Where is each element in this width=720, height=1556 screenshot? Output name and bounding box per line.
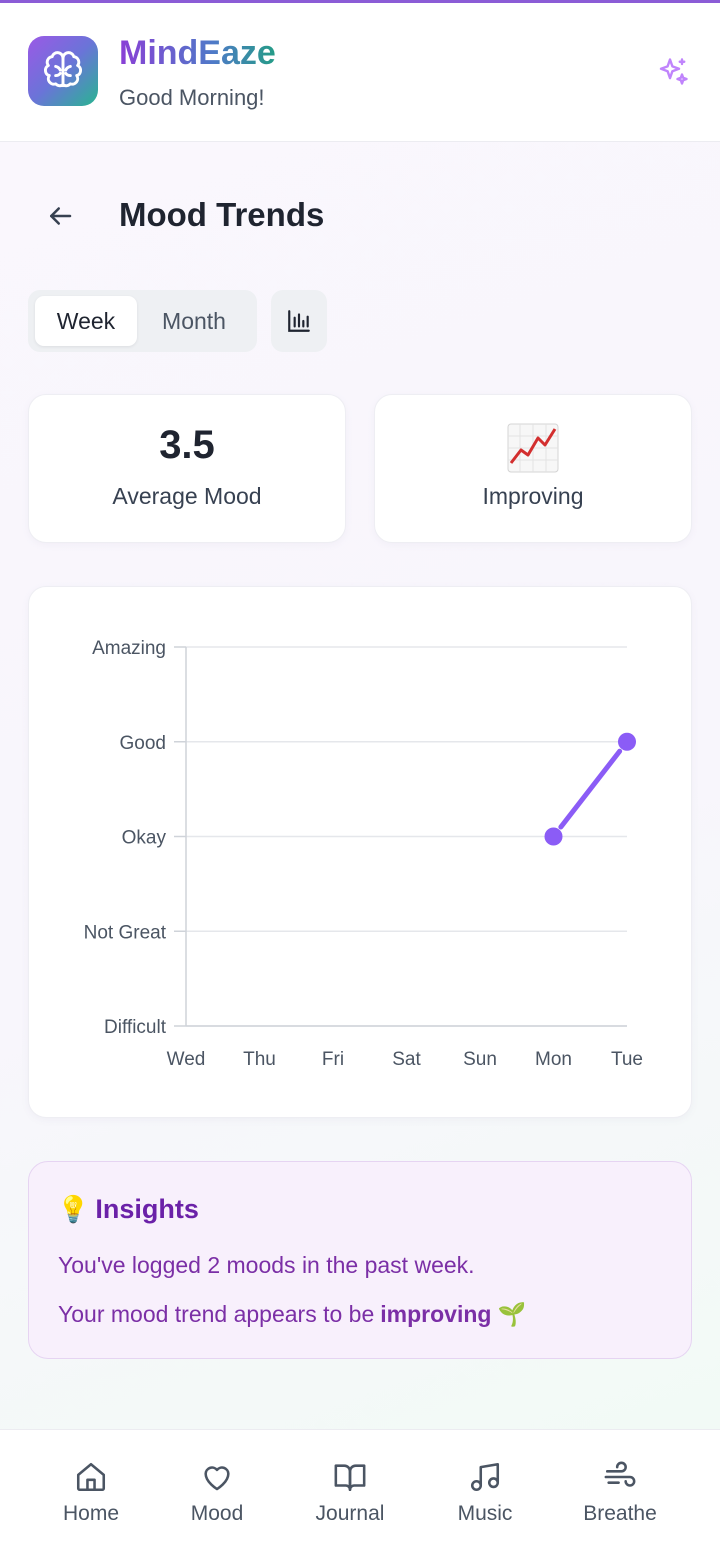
trend-card: Improving: [374, 394, 692, 543]
y-tick-label: Amazing: [92, 638, 166, 659]
nav-home[interactable]: Home: [26, 1430, 156, 1556]
y-tick-label: Not Great: [84, 922, 167, 943]
y-tick-label: Okay: [122, 828, 167, 849]
sparkles-icon: [659, 58, 688, 85]
nav-music[interactable]: Music: [420, 1430, 550, 1556]
nav-breathe[interactable]: Breathe: [555, 1430, 685, 1556]
insight-log-count: You've logged 2 moods in the past week.: [58, 1252, 475, 1278]
book-icon: [334, 1464, 366, 1492]
nav-home-label: Home: [62, 1502, 120, 1525]
tab-month[interactable]: Month: [162, 307, 226, 334]
x-tick-label: Sun: [463, 1049, 497, 1070]
home-icon: [76, 1462, 106, 1492]
insight-trend: Your mood trend appears to be improving …: [58, 1301, 526, 1328]
heart-icon: [204, 1466, 230, 1491]
bottom-nav: Home Mood Journal Music Brea: [0, 1429, 720, 1556]
nav-breathe-label: Breathe: [583, 1502, 657, 1525]
trend-label: Improving: [482, 483, 584, 509]
x-tick-label: Mon: [535, 1049, 572, 1070]
nav-mood[interactable]: Mood: [152, 1430, 282, 1556]
back-button[interactable]: [40, 196, 80, 236]
nav-journal-label: Journal: [315, 1502, 385, 1525]
chart-type-button[interactable]: [271, 290, 327, 352]
period-toggle: Week Month: [28, 290, 257, 352]
nav-journal[interactable]: Journal: [285, 1430, 415, 1556]
average-mood-value: 3.5: [159, 423, 215, 467]
app-logo: [28, 36, 98, 106]
seedling-icon: 🌱: [497, 1301, 527, 1327]
insights-panel: 💡 Insights You've logged 2 moods in the …: [28, 1161, 692, 1359]
x-tick-label: Thu: [243, 1049, 276, 1070]
mood-line-chart: Difficult Not Great Okay Good Amazing Wed Thu F…: [84, 638, 643, 1070]
insight-trend-text: Your mood trend appears to be: [58, 1301, 375, 1327]
average-mood-label: Average Mood: [112, 483, 262, 509]
chart-increasing-icon: [375, 423, 691, 473]
sparkles-button[interactable]: [655, 55, 691, 91]
app-header: MindEaze Good Morning!: [0, 3, 720, 142]
y-tick-label: Difficult: [104, 1017, 167, 1038]
x-tick-label: Wed: [167, 1049, 206, 1070]
x-tick-label: Fri: [322, 1049, 344, 1070]
series-line: [558, 748, 623, 830]
lightbulb-icon: 💡: [57, 1194, 90, 1224]
mood-chart: Difficult Not Great Okay Good Amazing Wed Thu F…: [28, 586, 692, 1118]
tab-week[interactable]: Week: [35, 296, 137, 346]
average-mood-card: 3.5 Average Mood: [28, 394, 346, 543]
greeting-text: Good Morning!: [119, 85, 265, 110]
data-point: [544, 827, 563, 846]
app-title: MindEaze: [119, 34, 276, 72]
wind-icon: [604, 1461, 636, 1487]
insights-title: Insights: [95, 1194, 199, 1224]
data-point: [618, 732, 636, 751]
nav-mood-label: Mood: [190, 1502, 244, 1525]
bar-chart-icon: [288, 310, 310, 332]
y-tick-label: Good: [120, 733, 166, 754]
top-accent-line: [0, 0, 720, 3]
arrow-left-icon: [50, 207, 72, 225]
brain-icon: [43, 51, 83, 88]
music-icon: [470, 1462, 500, 1492]
nav-music-label: Music: [457, 1502, 513, 1525]
insight-trend-value: improving: [380, 1301, 492, 1327]
x-tick-label: Tue: [611, 1049, 643, 1070]
x-tick-label: Sat: [392, 1049, 421, 1070]
page-title: Mood Trends: [119, 196, 325, 233]
